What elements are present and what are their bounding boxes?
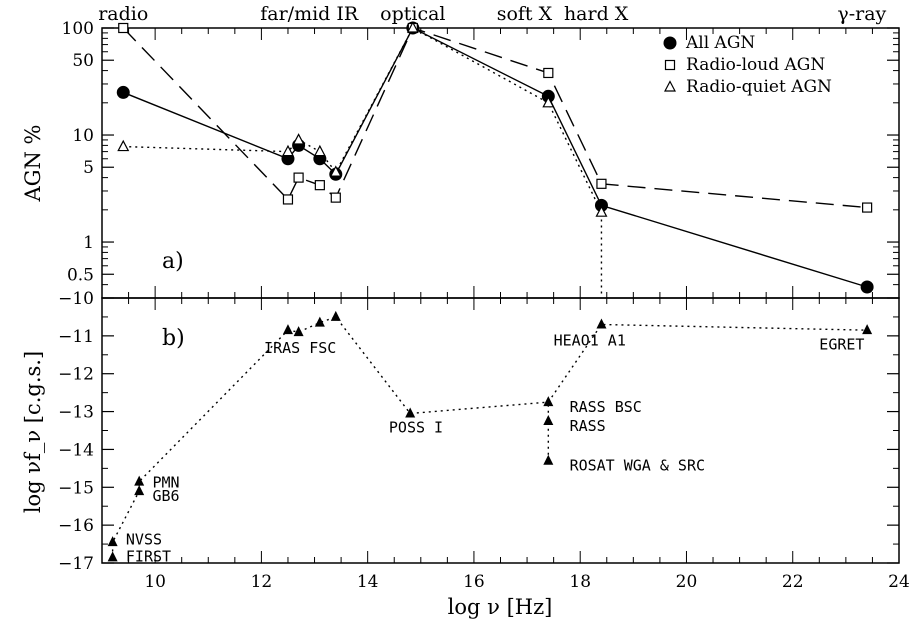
panel-a-series	[116, 21, 874, 298]
legend-entry: Radio-quiet AGN	[686, 77, 832, 97]
b-point	[543, 454, 554, 465]
b-xtick-label: 14	[357, 572, 379, 592]
b-annotation: HEAO1 A1	[554, 332, 626, 350]
b-ytick-label: −11	[58, 327, 94, 347]
b-ytick-label: −12	[58, 365, 94, 385]
b-ytick-label: −10	[58, 289, 94, 309]
a-series-point-2	[329, 165, 342, 177]
a-ytick-label: 100	[62, 19, 94, 39]
b-ytick-label: −14	[58, 440, 94, 460]
a-ytick-label: 0.5	[67, 265, 94, 285]
panel-b-lines	[111, 316, 868, 558]
a-series-point-1	[543, 67, 554, 79]
a-series-point-2	[281, 144, 294, 157]
b-annotation: RASS BSC	[570, 398, 642, 416]
a-series-point-1	[293, 172, 304, 183]
panel-b-ylabel-text: log νf_ν [c.g.s.]	[21, 351, 45, 513]
a-series-point-2	[313, 144, 326, 157]
b-ytick-label: −17	[58, 554, 94, 574]
a-series-point-0	[594, 198, 608, 212]
b-xtick-label: 10	[144, 572, 166, 592]
panel-b-points	[107, 310, 873, 562]
b-xtick-label: 24	[888, 572, 910, 592]
a-series-point-0	[116, 85, 130, 99]
legend-marker	[664, 59, 676, 71]
a-ytick-label: 10	[72, 126, 94, 146]
a-series-point-2	[542, 96, 555, 108]
a-series-point-1	[596, 178, 607, 189]
b-point	[862, 324, 873, 335]
panel-b-tag: b)	[162, 326, 185, 351]
b-xtick-label: 22	[782, 572, 804, 592]
b-annotation: FIRST	[126, 547, 171, 565]
band-label: far/mid IR	[260, 3, 359, 25]
a-series-point-1	[314, 180, 325, 191]
b-annotation: PMN	[152, 474, 179, 492]
b-point	[107, 551, 118, 562]
a-series-point-2	[406, 21, 419, 33]
b-point	[314, 316, 325, 327]
b-annotation: ROSAT WGA & SRC	[570, 457, 705, 475]
band-label: radio	[98, 3, 148, 25]
b-annotation: POSS I	[389, 419, 443, 437]
a-series-point-1	[330, 192, 341, 203]
b-ytick-label: −16	[58, 516, 94, 536]
band-label: optical	[380, 3, 445, 25]
b-xtick-label: 20	[676, 572, 698, 592]
b-point	[282, 324, 293, 335]
b-annotation: NVSS	[126, 530, 162, 548]
a-series-point-1	[118, 22, 129, 34]
a-series-point-2	[117, 139, 130, 152]
b-point	[405, 407, 416, 418]
panel-a-frame-group: AGN % a) 0.5 1 5 10 50 100 radio far/mid IR opt…	[21, 3, 900, 299]
b-ytick-label: −13	[58, 403, 94, 423]
b-xtick-label: 12	[251, 572, 273, 592]
b-annotation: IRAS FSC	[264, 339, 336, 357]
b-annotation: EGRET	[819, 335, 864, 353]
b-point	[596, 318, 607, 329]
panel-b-ticks: −17 −16 −15 −14 −13 −12 −11 −10 10 12 14 16 18 20 22 24	[58, 289, 910, 592]
a-ytick-label: 5	[83, 158, 94, 178]
a-series-line-2	[123, 27, 603, 298]
b-point	[330, 310, 341, 321]
b-point	[293, 326, 304, 337]
panel-b-frame	[101, 297, 900, 564]
b-annotation: GB6	[152, 487, 179, 505]
legend-entry: Radio-loud AGN	[686, 55, 825, 75]
b-ytick-label: −15	[58, 478, 94, 498]
a-ytick-label: 50	[72, 51, 94, 71]
band-label: γ-ray	[837, 3, 886, 25]
panel-a-tag: a)	[162, 249, 184, 274]
b-point	[543, 396, 554, 407]
b-point	[134, 475, 145, 486]
b-dotted-line	[111, 316, 868, 558]
b-annotation: RASS	[570, 417, 606, 435]
legend-entry: All AGN	[685, 33, 755, 53]
legend-marker	[663, 36, 677, 50]
a-ytick-label: 1	[83, 233, 94, 253]
b-point	[543, 415, 554, 426]
panel-b-ylabel: log νf_ν [c.g.s.]	[21, 351, 45, 513]
a-series-point-2	[595, 205, 608, 217]
a-series-point-1	[282, 194, 294, 205]
b-xtick-label: 18	[569, 572, 591, 592]
band-label: soft X	[497, 3, 553, 25]
a-series-point-1	[862, 202, 873, 213]
a-series-point-2	[292, 133, 305, 145]
b-point	[107, 536, 118, 547]
b-point	[134, 485, 145, 496]
panel-a-band-labels: radio far/mid IR optical soft X hard X γ-ray	[98, 3, 886, 25]
panel-a-ticks: 0.5 1 5 10 50 100	[62, 19, 900, 299]
band-label: hard X	[564, 3, 629, 25]
panel-b-xlabel: log ν [Hz]	[448, 595, 553, 619]
panel-a-ylabel: AGN %	[21, 125, 45, 203]
panel-b-frame-group: log νf_ν [c.g.s.] log ν [Hz] b) −17−16−1…	[21, 289, 910, 619]
a-series-point-0	[860, 280, 874, 294]
b-xtick-label: 16	[463, 572, 485, 592]
legend-marker	[664, 80, 676, 92]
